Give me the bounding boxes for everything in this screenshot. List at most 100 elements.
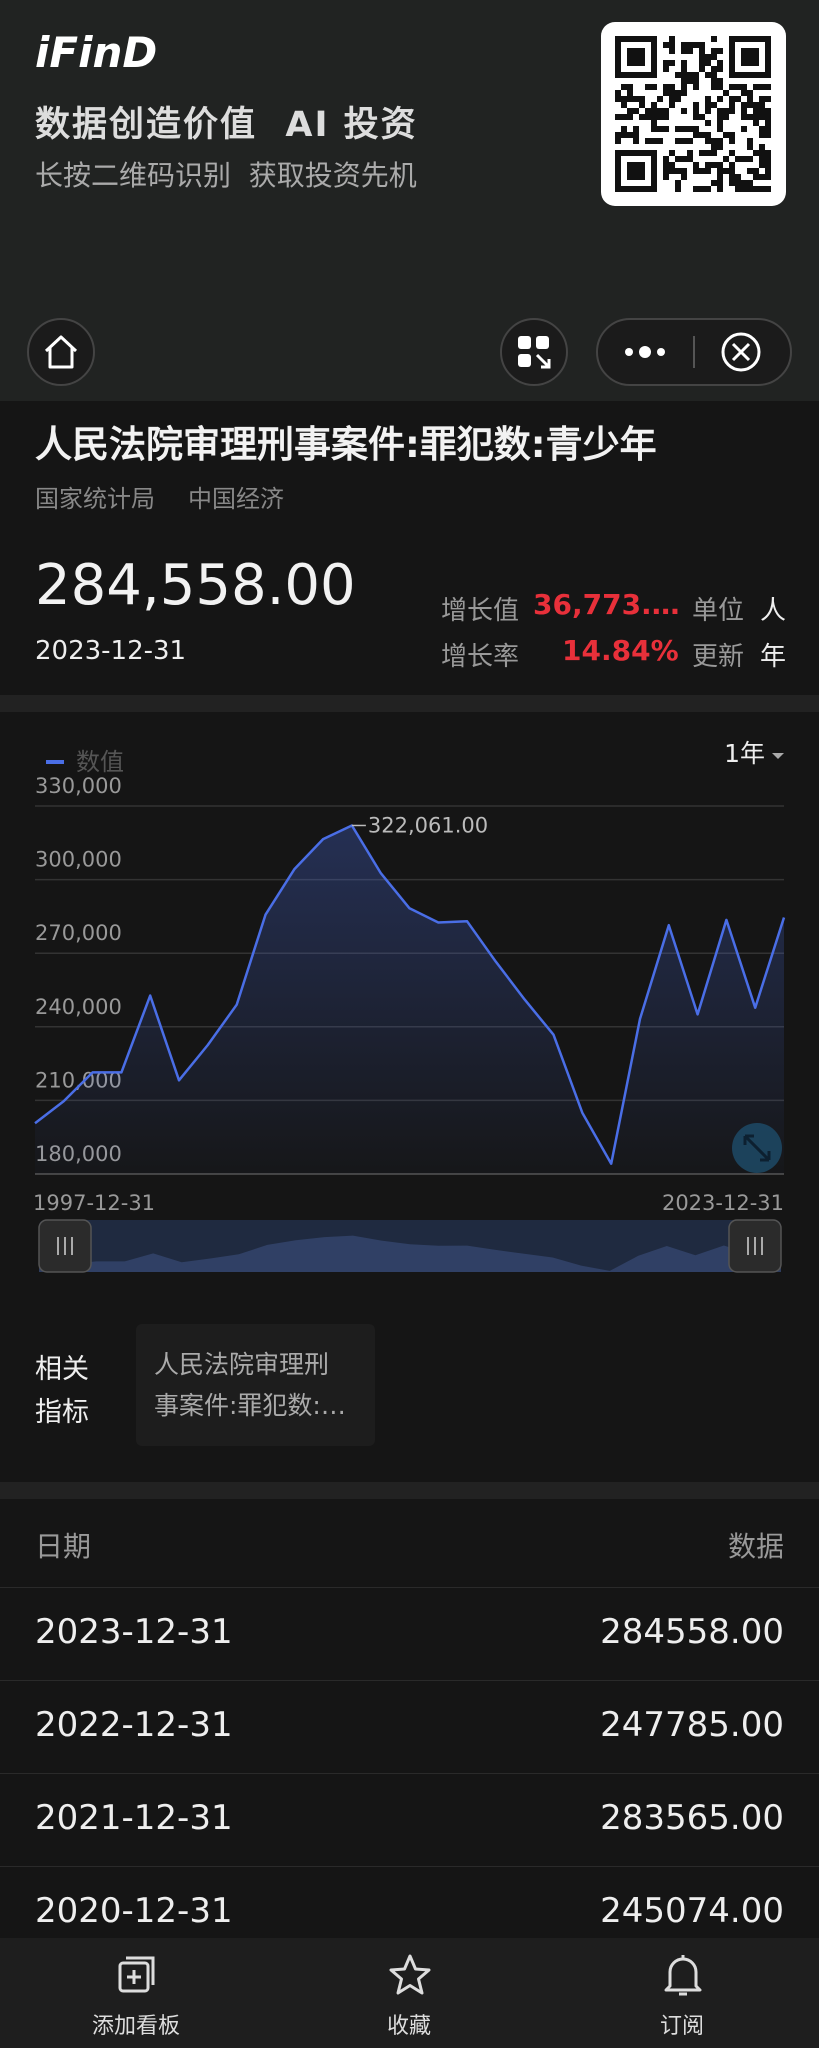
qr-finder [741,48,759,66]
qr-module [675,156,681,162]
qr-module [699,42,705,48]
qr-module [693,132,699,138]
nav-add-board[interactable]: 添加看板 [76,1938,196,2048]
qr-module [759,186,765,192]
qr-module [687,42,693,48]
qr-module [723,156,729,162]
expand-icon [743,1134,771,1162]
qr-module [699,114,705,120]
qr-module [663,90,669,96]
qr-module [717,162,723,168]
qr-module [765,186,771,192]
qr-module [693,162,699,168]
qr-module [765,96,771,102]
qr-module [717,126,723,132]
cell-value: 247785.00 [600,1705,784,1745]
more-button[interactable] [625,346,665,358]
qr-module [693,168,699,174]
qr-module [717,174,723,180]
cell-date: 2021-12-31 [35,1798,233,1838]
qr-module [759,144,765,150]
qr-module [681,168,687,174]
nav-subscribe[interactable]: 订阅 [622,1938,742,2048]
qr-module [735,180,741,186]
qr-module [699,66,705,72]
qr-module [615,132,621,138]
qr-module [693,108,699,114]
qr-module [699,54,705,60]
qr-module [717,114,723,120]
qr-module [759,96,765,102]
qr-module [681,42,687,48]
qr-module [675,72,681,78]
grid-button[interactable] [499,317,569,387]
qr-module [717,96,723,102]
qr-module [627,90,633,96]
qr-module [717,66,723,72]
qr-module [705,96,711,102]
qr-module [765,108,771,114]
qr-module [639,114,645,120]
qr-module [627,114,633,120]
qr-module [765,168,771,174]
qr-module [687,72,693,78]
qr-module [729,150,735,156]
y-tick-label: 240,000 [35,995,122,1019]
qr-module [729,138,735,144]
qr-module [747,180,753,186]
cell-date: 2020-12-31 [35,1891,233,1931]
qr-module [753,174,759,180]
qr-module [729,96,735,102]
qr-module [681,78,687,84]
area [35,825,784,1174]
qr-module [663,42,669,48]
qr-module [765,126,771,132]
qr-module [711,144,717,150]
qr-module [615,114,621,120]
close-button[interactable] [721,332,761,372]
capsule [596,318,792,386]
qr-module [741,90,747,96]
qr-module [615,138,621,144]
qr-module [765,84,771,90]
qr-module [681,174,687,180]
qr-module [693,102,699,108]
qr-module [687,48,693,54]
qr-module [747,90,753,96]
qr-module [681,108,687,114]
nav-favorite[interactable]: 收藏 [349,1938,469,2048]
qr-module [717,144,723,150]
separator [0,695,819,712]
related-item[interactable]: 人民法院审理刑 事案件:罪犯数:… [136,1324,375,1446]
qr-module [687,150,693,156]
qr-module [645,108,651,114]
qr-module [753,84,759,90]
qr-module [717,60,723,66]
qr-module [723,114,729,120]
qr-module [753,114,759,120]
qr-module [681,60,687,66]
qr-module [765,120,771,126]
qr-module [717,108,723,114]
qr-module [651,120,657,126]
qr-module [765,162,771,168]
qr-module [693,42,699,48]
qr-module [759,156,765,162]
qr-module [681,48,687,54]
cell-value: 245074.00 [600,1891,784,1931]
qr-module [651,126,657,132]
qr-module [723,132,729,138]
qr-module [621,114,627,120]
qr-module [741,180,747,186]
home-button[interactable] [26,317,96,387]
range-selector[interactable]: 1年 [724,739,765,768]
qr-module [657,126,663,132]
qr-module [633,126,639,132]
row-divider [0,1773,819,1774]
qr-module [681,90,687,96]
qr-module [729,174,735,180]
slogan: 数据创造价值 AI 投资 [35,105,418,145]
qr-module [705,150,711,156]
qr-module [717,84,723,90]
qr-module [705,132,711,138]
